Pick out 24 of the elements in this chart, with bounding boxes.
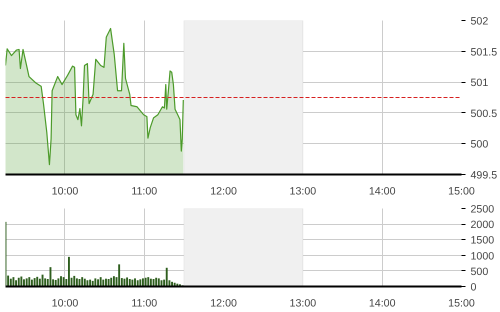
y-tick-label: 501.5 bbox=[470, 46, 498, 58]
y-tick-label: 2000 bbox=[470, 219, 494, 232]
x-tick-label: 13:00 bbox=[290, 298, 316, 310]
x-tick-label: 14:00 bbox=[368, 298, 396, 310]
y-tick-label: 0 bbox=[470, 282, 476, 294]
x-tick-label: 12:00 bbox=[210, 298, 237, 310]
y-tick-label: 2500 bbox=[470, 204, 494, 216]
y-tick-label: 499.5 bbox=[470, 170, 498, 182]
x-tick-label: 10:00 bbox=[52, 186, 78, 198]
x-tick-label: 12:00 bbox=[210, 186, 237, 198]
y-tick-label: 1500 bbox=[470, 234, 494, 247]
y-tick-label: 500 bbox=[470, 138, 488, 151]
x-tick-label: 15:00 bbox=[448, 298, 475, 310]
y-tick-label: 502 bbox=[470, 16, 488, 28]
x-tick-label: 15:00 bbox=[448, 186, 475, 198]
y-tick-label: 500 bbox=[470, 266, 488, 278]
x-tick-label: 11:00 bbox=[131, 186, 158, 198]
x-tick-label: 14:00 bbox=[368, 186, 396, 198]
y-tick-label: 1000 bbox=[470, 250, 494, 262]
y-tick-label: 500.5 bbox=[470, 108, 498, 120]
x-tick-label: 10:00 bbox=[52, 298, 78, 310]
y-tick-label: 501 bbox=[470, 77, 488, 90]
x-tick-label: 13:00 bbox=[290, 186, 316, 198]
x-tick-label: 11:00 bbox=[131, 298, 158, 310]
